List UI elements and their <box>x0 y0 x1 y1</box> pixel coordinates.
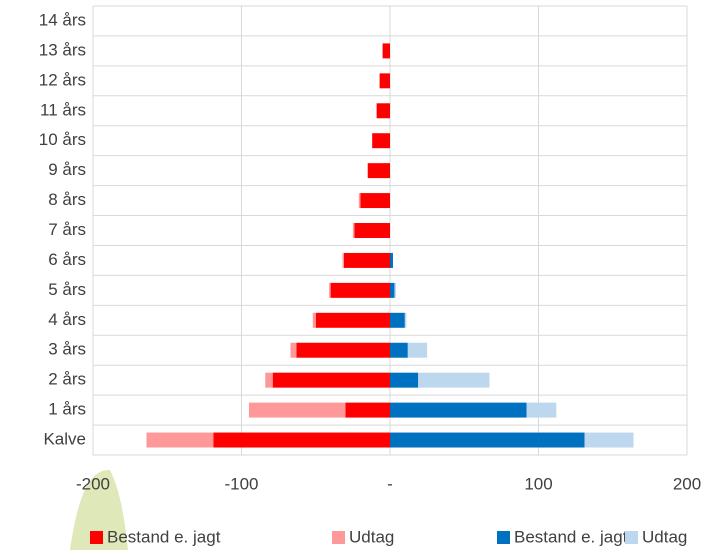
legend-label: Bestand e. jagt <box>107 527 221 546</box>
bar <box>390 342 408 358</box>
bar <box>367 163 390 179</box>
bar <box>390 312 405 328</box>
bar <box>404 312 407 328</box>
y-tick-label: 4 års <box>48 310 86 329</box>
bar <box>390 372 419 388</box>
x-tick-label: - <box>387 474 393 493</box>
y-tick-label: 5 års <box>48 280 86 299</box>
legend-swatch <box>90 531 103 544</box>
bar <box>146 432 214 448</box>
bar <box>382 43 390 59</box>
bar <box>290 342 297 358</box>
legend-label: Udtag <box>349 527 394 546</box>
bar <box>390 252 393 268</box>
x-tick-label: -100 <box>224 474 258 493</box>
bar <box>296 342 390 358</box>
legend-label: Udtag <box>642 527 687 546</box>
bar <box>394 282 396 298</box>
bar <box>584 432 634 448</box>
legend-swatch <box>497 531 510 544</box>
bar <box>360 193 390 209</box>
bar <box>345 402 390 418</box>
x-tick-label: 200 <box>673 474 701 493</box>
bar <box>265 372 273 388</box>
y-tick-label: 3 års <box>48 340 86 359</box>
legend-label: Bestand e. jagt <box>514 527 628 546</box>
y-tick-label: 14 års <box>39 10 86 29</box>
y-tick-label: 13 års <box>39 40 86 59</box>
bar <box>352 223 355 238</box>
bar <box>418 372 490 388</box>
y-tick-label: 9 års <box>48 160 86 179</box>
decoration <box>70 470 128 550</box>
y-tick-label: 6 års <box>48 250 86 269</box>
bar <box>354 223 390 238</box>
y-tick-label: 2 års <box>48 370 86 389</box>
bar <box>329 282 331 298</box>
legend-swatch <box>625 531 638 544</box>
bar <box>272 372 390 388</box>
y-tick-label: 11 års <box>40 100 86 119</box>
bar <box>372 133 390 149</box>
y-tick-label: 7 års <box>48 220 86 239</box>
bar <box>407 342 428 358</box>
bar <box>248 402 346 418</box>
y-tick-label: Kalve <box>43 430 86 449</box>
bar <box>343 252 390 268</box>
bar <box>330 282 390 298</box>
y-tick-label: 8 års <box>48 190 86 209</box>
bar <box>390 432 585 448</box>
bar <box>315 312 390 328</box>
y-tick-label: 10 års <box>39 130 86 149</box>
bar <box>526 402 557 418</box>
bar <box>390 282 395 298</box>
y-tick-label: 1 års <box>48 400 86 419</box>
bar <box>376 103 390 119</box>
bar <box>358 193 361 209</box>
bar <box>213 432 390 448</box>
x-tick-label: 100 <box>524 474 552 493</box>
bar <box>312 312 316 328</box>
bar <box>342 252 344 268</box>
y-tick-label: 12 års <box>39 70 86 89</box>
x-tick-label: -200 <box>76 474 110 493</box>
legend-swatch <box>332 531 345 544</box>
bar <box>379 73 390 89</box>
bar <box>390 402 527 418</box>
